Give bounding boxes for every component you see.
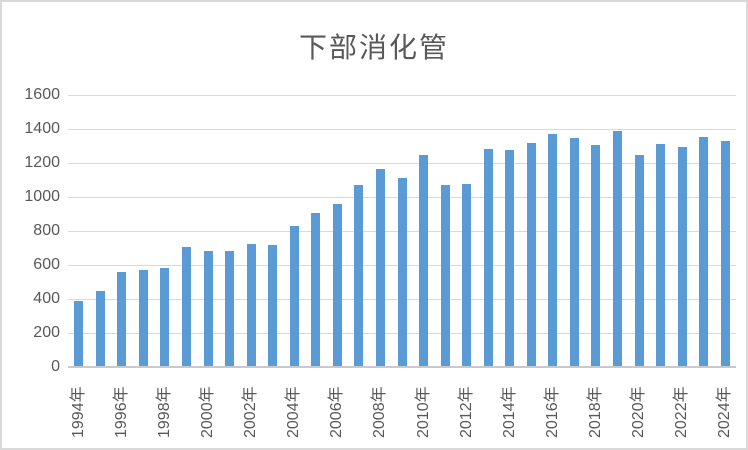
bar-2018 [591,145,601,367]
bar-2003 [268,244,278,367]
gridline [68,95,736,96]
bar-2023 [699,136,709,367]
x-axis-tick-label: 2008年 [371,386,389,438]
bar-1998 [160,268,170,367]
bar-2013 [483,149,493,367]
x-axis-tick-label: 2010年 [414,386,432,438]
x-axis-line [68,366,736,368]
x-axis-tick-label: 2012年 [457,386,475,438]
y-axis-tick-label: 1000 [24,188,60,205]
y-axis-tick-label: 200 [33,324,60,341]
bar-2024 [720,140,730,367]
plot-area [68,95,736,368]
y-axis-tick-label: 600 [33,256,60,273]
x-axis-tick-label: 2022年 [673,386,691,438]
bar-2005 [311,213,321,367]
y-axis-tick-label: 1400 [24,120,60,137]
x-axis-tick-label: 2006年 [328,386,346,438]
gridline [68,129,736,130]
bar-2008 [375,168,385,367]
x-axis-tick-label: 2024年 [716,386,734,438]
y-axis-tick-label: 1600 [24,86,60,103]
y-axis-tick-label: 0 [51,358,60,375]
x-axis-tick-label: 1996年 [112,386,130,438]
bar-1994 [74,300,84,367]
x-axis-tick-label: 2004年 [285,386,303,438]
bar-1999 [182,247,192,367]
y-axis-tick-label: 800 [33,222,60,239]
bar-2000 [203,251,213,367]
bar-1995 [95,290,105,367]
x-axis-tick-label: 1998年 [155,386,173,438]
bar-2004 [289,225,299,367]
bar-2010 [419,154,429,367]
bar-2015 [526,142,536,367]
gridline [68,163,736,164]
y-axis-tick-label: 400 [33,290,60,307]
x-axis-tick-label: 2016年 [543,386,561,438]
bar-2014 [505,150,515,367]
bar-2019 [612,130,622,367]
y-axis-tick-label: 1200 [24,154,60,171]
x-axis-tick-label: 1994年 [69,386,87,438]
bar-2022 [677,146,687,367]
x-axis-tick-label: 2000年 [199,386,217,438]
bar-2012 [462,184,472,367]
bar-2007 [354,185,364,367]
x-axis-tick-label: 2002年 [242,386,260,438]
bar-1997 [138,270,148,367]
bar-1996 [117,271,127,367]
chart-title: 下部消化管 [298,32,449,63]
x-axis-tick-label: 2014年 [500,386,518,438]
bar-2002 [246,243,256,367]
bar-2020 [634,154,644,367]
bar-2016 [548,134,558,367]
x-axis-tick-label: 2018年 [586,386,604,438]
bar-2011 [440,185,450,367]
bar-2001 [225,250,235,367]
x-axis-tick-label: 2020年 [630,386,648,438]
bar-2021 [656,144,666,367]
bar-2006 [332,203,342,367]
bar-2017 [569,137,579,367]
bar-2009 [397,178,407,367]
